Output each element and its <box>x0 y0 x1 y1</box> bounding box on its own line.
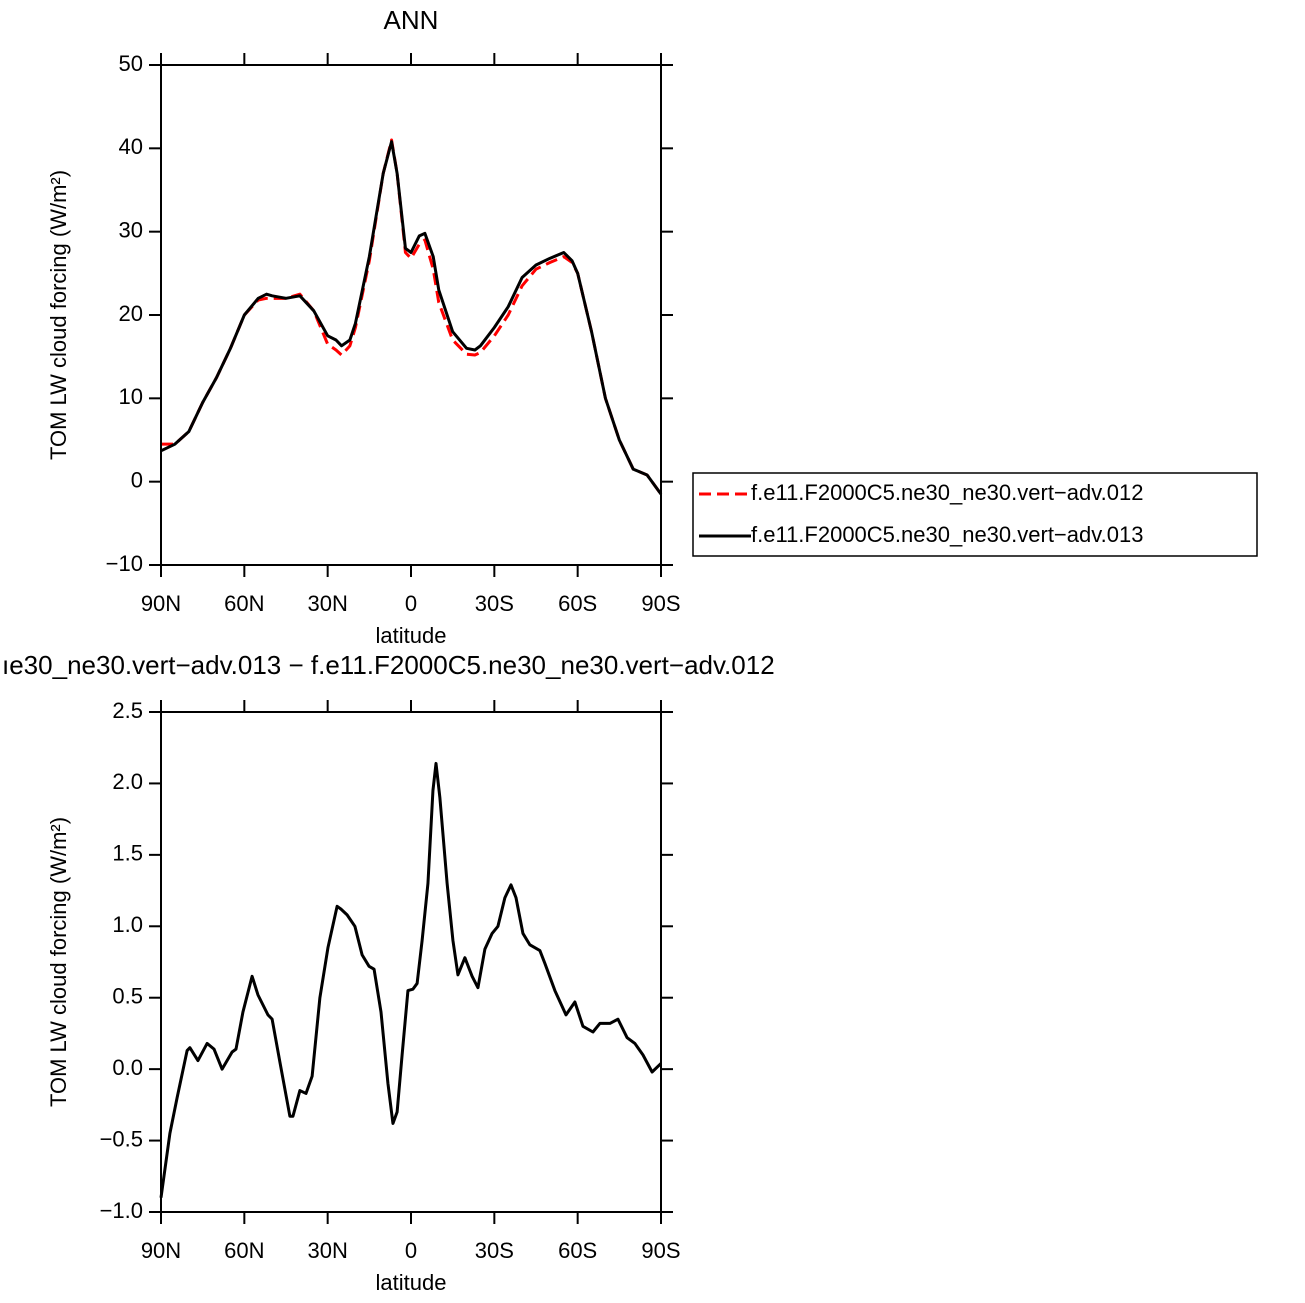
legend-box <box>692 472 1258 557</box>
data-line <box>159 761 663 1198</box>
x-tick-label: 60N <box>224 591 264 616</box>
y-tick-label: −1.0 <box>100 1198 143 1223</box>
y-tick-label: 1.5 <box>112 841 143 866</box>
x-tick-label: 90N <box>141 1238 181 1263</box>
y-tick-label: 1.0 <box>112 912 143 937</box>
chart-title: ANN <box>384 5 439 35</box>
y-tick-label: 2.5 <box>112 698 143 723</box>
chart-title: ıe30_ne30.vert−adv.013 − f.e11.F2000C5.n… <box>2 650 775 680</box>
y-axis-label: TOM LW cloud forcing (W/m²) <box>46 817 71 1107</box>
legend-label: f.e11.F2000C5.ne30_ne30.vert−adv.012 <box>751 480 1143 505</box>
y-tick-label: 0.5 <box>112 984 143 1009</box>
y-tick-label: 2.0 <box>112 769 143 794</box>
x-tick-label: 30S <box>475 1238 514 1263</box>
legend-label: f.e11.F2000C5.ne30_ne30.vert−adv.013 <box>751 522 1143 547</box>
x-tick-label: 90S <box>641 591 680 616</box>
y-tick-label: 0 <box>131 467 143 492</box>
y-tick-label: 20 <box>119 301 143 326</box>
y-tick-label: 10 <box>119 384 143 409</box>
x-tick-label: 30S <box>475 591 514 616</box>
data-line <box>161 138 663 496</box>
y-tick-label: 30 <box>119 217 143 242</box>
x-tick-label: 90N <box>141 591 181 616</box>
x-tick-label: 0 <box>405 1238 417 1263</box>
x-tick-label: 0 <box>405 591 417 616</box>
y-tick-label: −0.5 <box>100 1126 143 1151</box>
plot-frame <box>160 711 662 1213</box>
x-axis-label: latitude <box>376 1270 447 1295</box>
x-tick-label: 60S <box>558 591 597 616</box>
x-tick-label: 90S <box>641 1238 680 1263</box>
data-line <box>160 140 663 496</box>
y-tick-label: 50 <box>119 51 143 76</box>
y-tick-label: −10 <box>106 551 143 576</box>
y-tick-label: 0.0 <box>112 1055 143 1080</box>
x-tick-label: 30N <box>307 591 347 616</box>
y-axis-label: TOM LW cloud forcing (W/m²) <box>46 170 71 460</box>
x-axis-label: latitude <box>376 623 447 648</box>
x-tick-label: 60S <box>558 1238 597 1263</box>
x-tick-label: 30N <box>307 1238 347 1263</box>
x-tick-label: 60N <box>224 1238 264 1263</box>
plot-frame <box>160 64 662 566</box>
y-tick-label: 40 <box>119 134 143 159</box>
